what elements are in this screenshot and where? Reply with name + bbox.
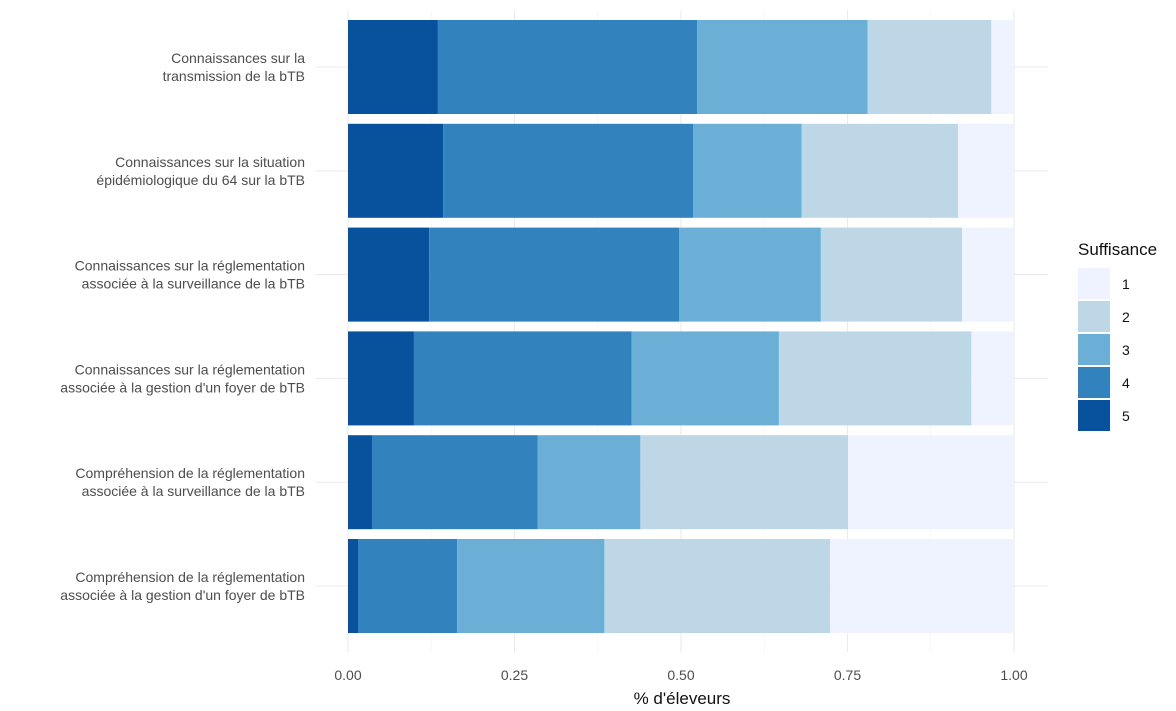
- category-labels: Connaissances sur la transmission de la b…: [60, 50, 305, 603]
- legend-swatch: [1078, 301, 1110, 332]
- bar-segment-level-4: [413, 331, 632, 426]
- category-label: Connaissances sur la situation épidémiolo…: [96, 154, 305, 188]
- x-tick-label: 0.50: [667, 667, 694, 683]
- category-label: Connaissances sur la réglementation assoc…: [75, 258, 305, 292]
- bar-segment-level-2: [820, 227, 963, 322]
- x-tick-label: 0.00: [334, 667, 361, 683]
- bar-segment-level-1: [830, 539, 1014, 633]
- bar-segment-level-2: [604, 539, 831, 633]
- x-tick-labels: 0.00 0.25 0.50 0.75 1.00: [334, 667, 1027, 683]
- legend-label: 1: [1122, 276, 1130, 292]
- category-label: Compréhension de la réglementation associ…: [75, 465, 305, 499]
- category-label: Compréhension de la réglementation associ…: [60, 569, 305, 603]
- category-label: Connaissances sur la transmission de la b…: [163, 50, 306, 84]
- legend-title: Suffisance: [1078, 240, 1157, 259]
- legend-swatch: [1078, 367, 1110, 398]
- legend-swatch: [1078, 334, 1110, 365]
- x-axis-title: % d'éleveurs: [634, 689, 731, 706]
- bar-segment-level-5: [348, 20, 438, 114]
- bar-segment-level-3: [692, 123, 802, 218]
- bar-segment-level-1: [962, 227, 1014, 322]
- bar-segment-level-3: [631, 331, 779, 426]
- bar-segment-level-2: [778, 331, 972, 426]
- bar-segment-level-4: [371, 435, 538, 530]
- bar-segment-level-1: [848, 435, 1014, 530]
- bar-segment-level-2: [867, 20, 992, 114]
- bar-segment-level-1: [958, 123, 1014, 218]
- bar-segment-level-4: [429, 227, 680, 322]
- bar-segment-level-5: [348, 227, 430, 322]
- x-tick-label: 0.75: [834, 667, 861, 683]
- bars: [348, 20, 1014, 633]
- bar-segment-level-4: [357, 539, 458, 633]
- legend-label: 3: [1122, 342, 1130, 358]
- bar-segment-level-1: [971, 331, 1014, 426]
- bar-segment-level-3: [679, 227, 821, 322]
- category-label: Connaissances sur la réglementation assoc…: [60, 361, 305, 395]
- legend-label: 2: [1122, 309, 1130, 325]
- bar-segment-level-1: [991, 20, 1014, 114]
- bar-segment-level-3: [696, 20, 868, 114]
- x-tick-label: 1.00: [1000, 667, 1027, 683]
- bar-segment-level-5: [348, 331, 414, 426]
- legend-label: 5: [1122, 408, 1130, 424]
- legend-swatch: [1078, 400, 1110, 431]
- bar-segment-level-4: [437, 20, 697, 114]
- bar-segment-level-3: [457, 539, 605, 633]
- bar-segment-level-2: [640, 435, 849, 530]
- bar-segment-level-5: [348, 435, 372, 530]
- x-tick-label: 0.25: [501, 667, 528, 683]
- bar-segment-level-3: [537, 435, 641, 530]
- bar-segment-level-4: [443, 123, 693, 218]
- legend-swatch: [1078, 268, 1110, 299]
- bar-segment-level-2: [801, 123, 959, 218]
- legend: Suffisance 1 2 3 4 5: [1078, 240, 1157, 431]
- bar-segment-level-5: [348, 539, 358, 633]
- legend-label: 4: [1122, 375, 1130, 391]
- bar-segment-level-5: [348, 123, 444, 218]
